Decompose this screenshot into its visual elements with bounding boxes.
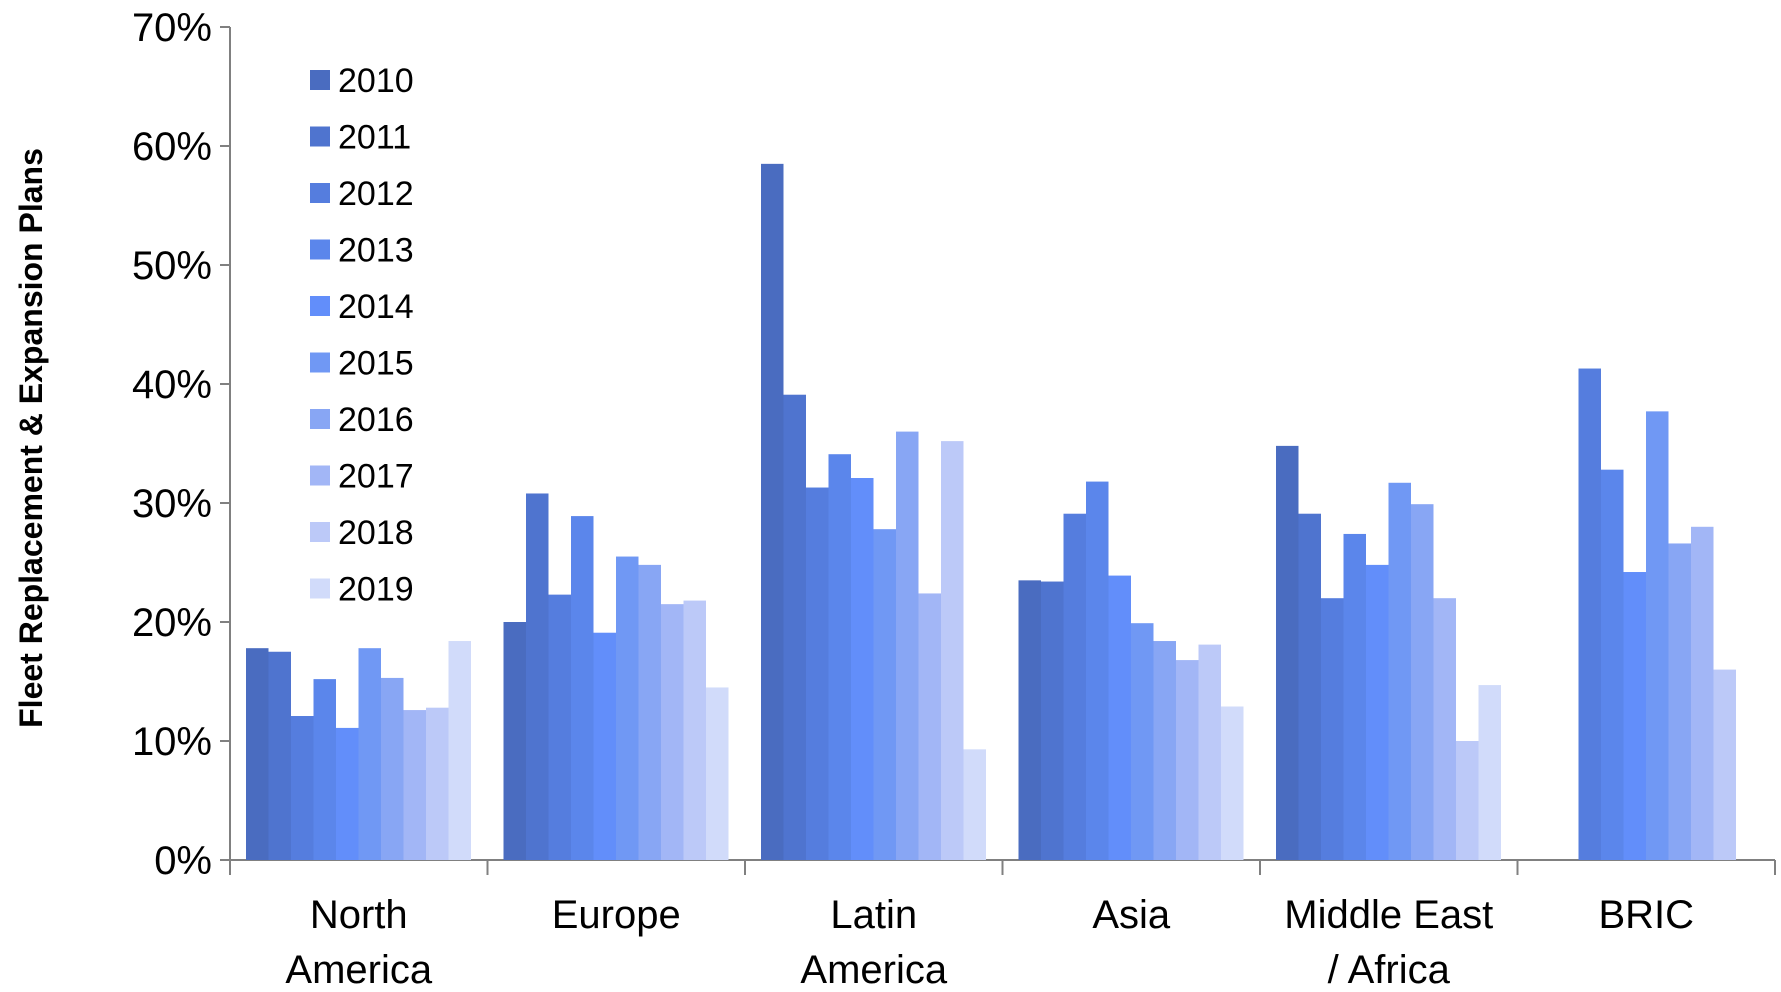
bar-2016 <box>1153 641 1176 860</box>
bar-2019 <box>448 641 471 860</box>
legend-label-2012: 2012 <box>338 175 414 213</box>
x-tick-label: Latin <box>830 893 917 937</box>
legend-label-2010: 2010 <box>338 62 414 100</box>
y-tick-label: 20% <box>132 601 212 645</box>
bar-2017 <box>1433 598 1456 860</box>
bar-2015 <box>1388 482 1411 860</box>
bar-2015 <box>358 648 381 860</box>
bar-2015 <box>616 556 639 860</box>
bar-2012 <box>1063 513 1086 860</box>
bar-2013 <box>313 679 336 860</box>
x-tick-label: Asia <box>1092 893 1171 937</box>
bar-2013 <box>1086 481 1109 860</box>
bar-2015 <box>1131 623 1154 860</box>
bar-2012 <box>806 487 829 860</box>
bar-2012 <box>291 716 314 860</box>
legend-swatch-2016 <box>310 409 330 429</box>
legend-label-2011: 2011 <box>338 119 411 157</box>
bar-2018 <box>683 600 706 860</box>
bar-2017 <box>403 710 426 860</box>
bar-2014 <box>1108 575 1131 860</box>
y-tick-label: 30% <box>132 482 212 526</box>
bar-2012 <box>548 594 571 860</box>
bar-2019 <box>1221 706 1244 860</box>
bar-2010 <box>1018 580 1041 860</box>
bar-2011 <box>1298 513 1321 860</box>
bar-2017 <box>1176 660 1199 860</box>
bar-2010 <box>1276 445 1299 860</box>
x-tick-label: Europe <box>552 893 681 937</box>
x-tick-label: America <box>285 948 432 987</box>
bar-2016 <box>1668 543 1691 860</box>
bar-2011 <box>526 493 549 860</box>
legend-swatch-2011 <box>310 126 330 147</box>
bar-2016 <box>1411 504 1434 860</box>
bar-2019 <box>706 687 729 860</box>
legend-label-2015: 2015 <box>338 345 414 383</box>
bar-2014 <box>1623 572 1646 860</box>
bar-2014 <box>593 632 616 860</box>
bar-2015 <box>873 529 896 860</box>
x-tick-label: Middle East <box>1284 893 1493 937</box>
x-tick-label: / Africa <box>1328 948 1451 987</box>
y-tick-label: 0% <box>154 839 212 883</box>
y-tick-label: 70% <box>132 6 212 50</box>
bar-2018 <box>941 441 964 860</box>
bar-2013 <box>1343 533 1366 860</box>
legend-swatch-2012 <box>310 183 330 203</box>
legend-label-2016: 2016 <box>338 401 414 439</box>
bar-2013 <box>571 516 594 860</box>
bar-2012 <box>1578 368 1601 860</box>
bar-2017 <box>918 593 941 860</box>
y-axis-title: Fleet Replacement & Expansion Plans <box>13 148 49 728</box>
bar-2018 <box>1713 669 1736 860</box>
bar-2016 <box>381 677 404 860</box>
legend-swatch-2013 <box>310 239 330 260</box>
legend-swatch-2014 <box>310 296 330 316</box>
legend-label-2018: 2018 <box>338 514 414 552</box>
legend-swatch-2019 <box>310 578 330 599</box>
legend-swatch-2015 <box>310 352 330 373</box>
bar-2019 <box>963 749 986 860</box>
y-tick-label: 50% <box>132 244 212 288</box>
bar-2014 <box>1366 564 1389 860</box>
bar-2011 <box>268 651 291 860</box>
x-tick-label: BRIC <box>1598 893 1694 937</box>
bar-2011 <box>783 394 806 860</box>
bar-2018 <box>426 707 449 860</box>
bar-2017 <box>1691 526 1714 860</box>
legend-label-2013: 2013 <box>338 232 414 270</box>
bar-2018 <box>1198 644 1221 860</box>
legend-swatch-2017 <box>310 465 330 486</box>
bar-2010 <box>246 648 269 860</box>
bar-2014 <box>851 478 874 860</box>
bar-2013 <box>828 454 851 860</box>
x-tick-label: America <box>800 948 947 987</box>
legend-label-2014: 2014 <box>338 288 414 326</box>
legend-swatch-2018 <box>310 522 330 542</box>
bar-2014 <box>336 727 359 860</box>
bar-2015 <box>1646 411 1669 860</box>
legend-label-2019: 2019 <box>338 571 414 609</box>
bar-2010 <box>761 163 784 861</box>
x-tick-label: North <box>310 893 408 937</box>
bar-2011 <box>1041 581 1064 860</box>
legend-label-2017: 2017 <box>338 458 414 496</box>
bar-2018 <box>1456 741 1479 860</box>
bar-2016 <box>896 431 919 860</box>
legend-swatch-2010 <box>310 70 330 90</box>
y-tick-label: 10% <box>132 720 212 764</box>
bar-2013 <box>1601 469 1624 860</box>
bar-2017 <box>661 604 684 860</box>
bar-2016 <box>638 564 661 860</box>
y-tick-label: 40% <box>132 363 212 407</box>
bar-2019 <box>1478 685 1501 860</box>
plot-area: 0% 10% 20% 30% 40% 50% 60% 70% North America Europ… <box>132 6 1776 992</box>
bar-2012 <box>1321 598 1344 860</box>
bar-2010 <box>503 622 526 860</box>
y-tick-label: 60% <box>132 125 212 169</box>
